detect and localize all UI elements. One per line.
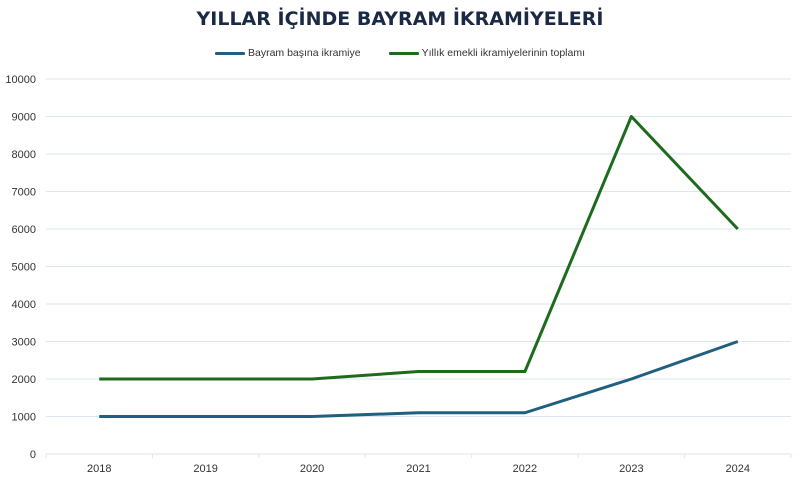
series-line-1: [99, 340, 739, 418]
y-tick-label: 1000: [12, 412, 36, 424]
x-tick-label: 2024: [726, 463, 750, 475]
y-tick-label: 3000: [12, 337, 36, 349]
chart-title: YILLAR İÇİNDE BAYRAM İKRAMİYELERİ: [196, 8, 604, 30]
y-tick-label: 5000: [12, 262, 36, 274]
legend-swatch-series-1: [214, 51, 245, 55]
legend-label-series-2: Yıllık emekli ikramiyelerinin toplamı: [421, 47, 585, 59]
y-tick-label: 0: [30, 449, 36, 461]
y-tick-label: 10000: [5, 74, 36, 86]
x-tick-label: 2023: [619, 463, 643, 475]
x-tick-label: 2020: [300, 463, 324, 475]
legend-item-series-1: Bayram başına ikramiye: [214, 47, 361, 59]
legend-label-series-1: Bayram başına ikramiye: [247, 47, 361, 59]
x-tick-label: 2021: [406, 463, 430, 475]
y-tick-label: 7000: [12, 187, 36, 199]
y-tick-label: 6000: [12, 224, 36, 236]
x-tick-label: 2022: [513, 463, 537, 475]
y-tick-label: 4000: [12, 299, 36, 311]
series-line-2: [99, 115, 739, 381]
legend: Bayram başına ikramiye Yıllık emekli ikr…: [0, 47, 800, 59]
legend-swatch-series-2: [388, 51, 419, 55]
legend-item-series-2: Yıllık emekli ikramiyelerinin toplamı: [388, 47, 585, 59]
x-tick-label: 2019: [193, 463, 217, 475]
y-tick-label: 9000: [12, 112, 36, 124]
y-tick-label: 8000: [12, 149, 36, 161]
x-tick-label: 2018: [87, 463, 111, 475]
y-tick-label: 2000: [12, 374, 36, 386]
